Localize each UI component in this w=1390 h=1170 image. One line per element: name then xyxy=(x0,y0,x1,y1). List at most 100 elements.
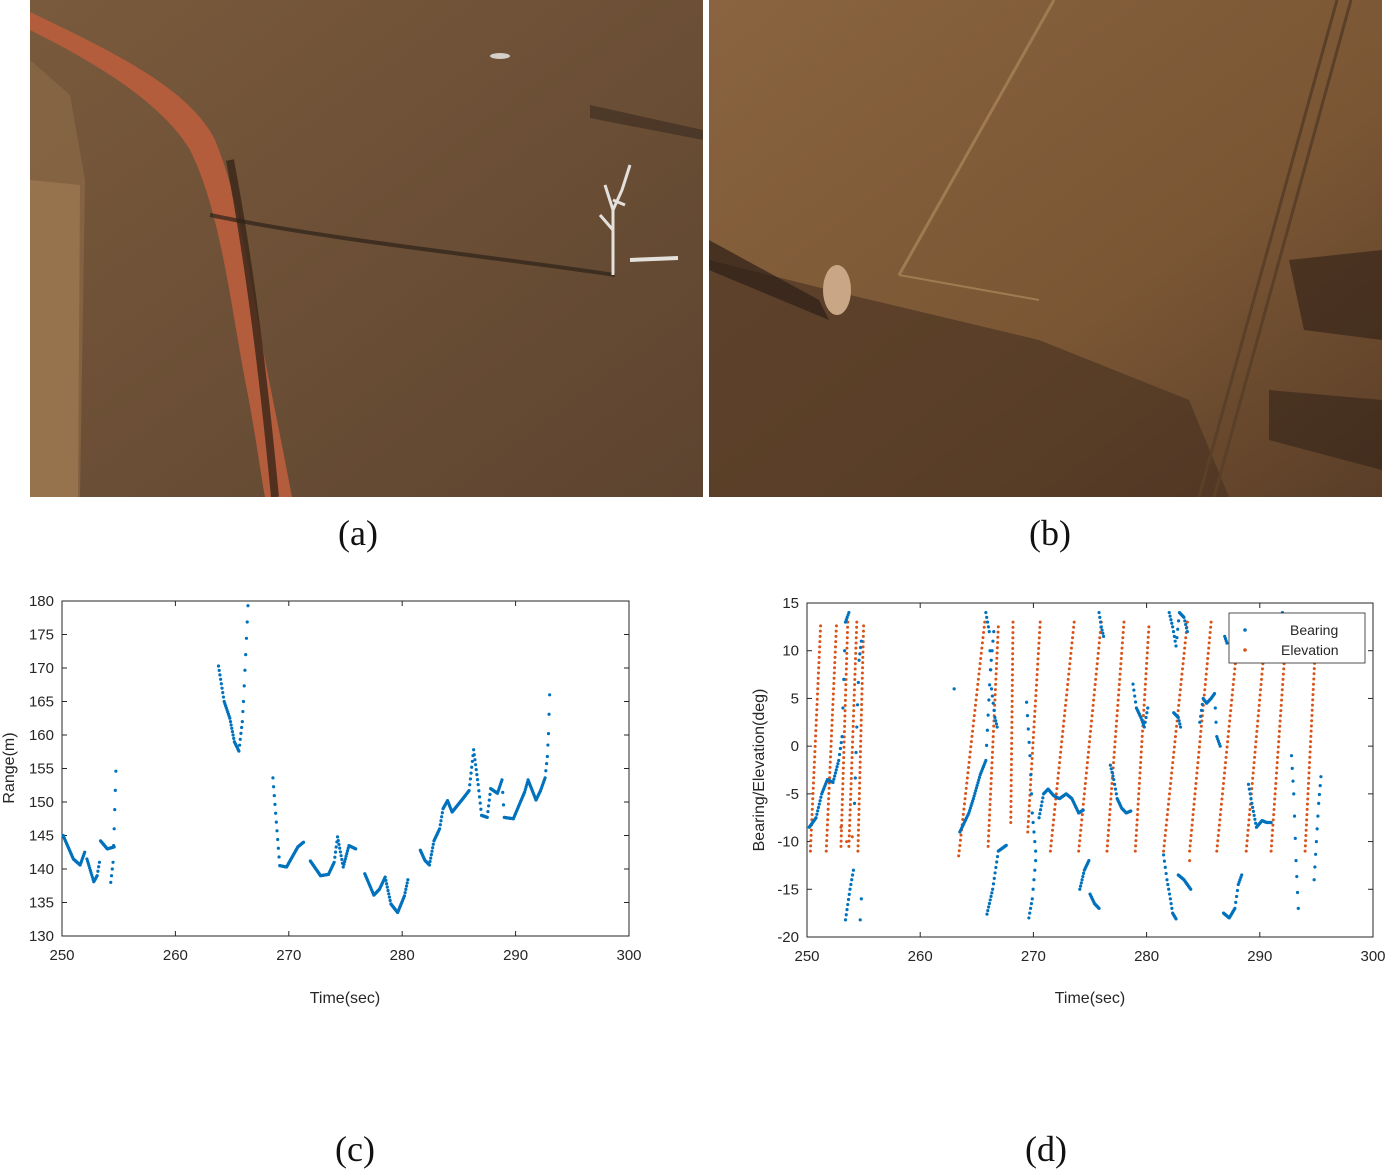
range-point xyxy=(272,793,276,798)
elevation-point xyxy=(1009,768,1013,772)
elevation-point xyxy=(1139,750,1143,754)
elevation-point xyxy=(1208,630,1212,634)
elevation-point xyxy=(1307,776,1311,780)
elevation-point xyxy=(1169,776,1173,780)
bearing-point xyxy=(987,905,991,909)
elevation-point xyxy=(1251,776,1255,780)
axis-ticks: 250 260 270 280 290 300 -20 -15 -10 -5 0 5 10 15 xyxy=(777,595,1385,965)
elevation-point xyxy=(859,723,863,727)
bearing-point xyxy=(992,630,996,634)
elevation-point xyxy=(1222,776,1226,780)
elevation-point xyxy=(1257,709,1261,713)
elevation-point xyxy=(963,797,967,801)
elevation-point xyxy=(1216,839,1220,843)
bearing-point xyxy=(974,786,979,790)
elevation-point xyxy=(1135,828,1139,832)
range-point xyxy=(95,874,99,878)
range-point xyxy=(384,878,388,882)
elevation-point xyxy=(1030,757,1034,761)
elevation-point xyxy=(1026,820,1030,824)
elevation-point xyxy=(1204,672,1208,676)
bearing-point xyxy=(1235,888,1240,893)
range-point xyxy=(109,874,114,878)
bearing-point xyxy=(1189,887,1193,891)
elevation-point xyxy=(1189,833,1193,837)
elevation-point xyxy=(1188,844,1192,848)
elevation-point xyxy=(1107,818,1111,822)
elevation-point xyxy=(986,844,990,848)
bearing-point xyxy=(1169,618,1173,622)
elevation-point xyxy=(1136,797,1140,801)
elevation-point xyxy=(1122,625,1126,629)
elevation-point xyxy=(842,740,846,744)
elevation-point xyxy=(1304,828,1308,832)
elevation-point xyxy=(1220,797,1224,801)
range-point xyxy=(386,888,390,893)
elevation-point xyxy=(1009,805,1013,809)
elevation-point xyxy=(1037,646,1041,650)
elevation-point xyxy=(842,730,846,734)
shadow-right xyxy=(590,105,703,140)
elevation-point xyxy=(1010,715,1014,719)
elevation-point xyxy=(1199,724,1203,728)
elevation-point xyxy=(1031,736,1035,740)
elevation-point xyxy=(829,744,833,748)
dead-tree xyxy=(598,164,679,275)
elevation-point xyxy=(987,823,991,827)
elevation-point xyxy=(1062,714,1066,718)
elevation-point xyxy=(1305,802,1309,806)
bearing-point xyxy=(1080,878,1084,882)
bearing-point xyxy=(1294,859,1298,863)
bearing-point xyxy=(1168,614,1172,618)
bearing-point xyxy=(1114,792,1118,796)
bearing-point xyxy=(1033,868,1037,872)
range-point xyxy=(244,653,248,657)
elevation-point xyxy=(1272,802,1276,806)
bearing-point xyxy=(845,908,849,912)
bearing-point xyxy=(1167,610,1171,615)
elevation-point xyxy=(1259,688,1263,692)
bearing-point xyxy=(847,892,851,896)
elevation-point xyxy=(1252,761,1256,765)
elevation-point xyxy=(860,682,864,686)
elevation-point xyxy=(1108,813,1112,817)
elevation-point xyxy=(1232,677,1236,681)
elevation-point xyxy=(991,745,995,749)
elevation-point xyxy=(1231,683,1235,687)
elevation-point xyxy=(1275,761,1279,765)
elevation-point xyxy=(1061,729,1065,733)
bearing-point xyxy=(1028,754,1032,758)
elevation-point xyxy=(1205,662,1209,666)
elevation-point xyxy=(857,807,861,811)
elevation-point xyxy=(1053,802,1057,806)
elevation-point xyxy=(1217,828,1221,832)
bearing-point xyxy=(1178,722,1182,726)
elevation-point xyxy=(1088,735,1092,739)
elevation-point xyxy=(1079,828,1083,832)
elevation-point xyxy=(1068,662,1072,666)
elevation-point xyxy=(1221,781,1225,785)
elevation-point xyxy=(860,702,864,706)
elevation-point xyxy=(1065,693,1069,697)
elevation-point xyxy=(1094,677,1098,681)
elevation-point xyxy=(1140,745,1144,749)
bearing-point xyxy=(993,715,997,720)
elevation-point xyxy=(1311,698,1315,702)
bearing-point xyxy=(855,725,859,729)
panel-label-b: (b) xyxy=(1029,513,1071,553)
range-point xyxy=(440,815,444,819)
elevation-point xyxy=(1217,823,1221,827)
elevation-point xyxy=(1245,844,1249,848)
bearing-point xyxy=(1291,779,1295,783)
elevation-point xyxy=(818,629,822,633)
elevation-point xyxy=(1181,662,1185,666)
elevation-point xyxy=(845,636,849,640)
range-point xyxy=(338,846,342,850)
bearing-point xyxy=(818,799,822,803)
elevation-point xyxy=(979,656,983,660)
elevation-point xyxy=(1228,714,1232,718)
range-point xyxy=(239,731,243,735)
elevation-point xyxy=(989,787,993,791)
elevation-point xyxy=(1307,771,1311,775)
elevation-point xyxy=(1011,620,1015,624)
